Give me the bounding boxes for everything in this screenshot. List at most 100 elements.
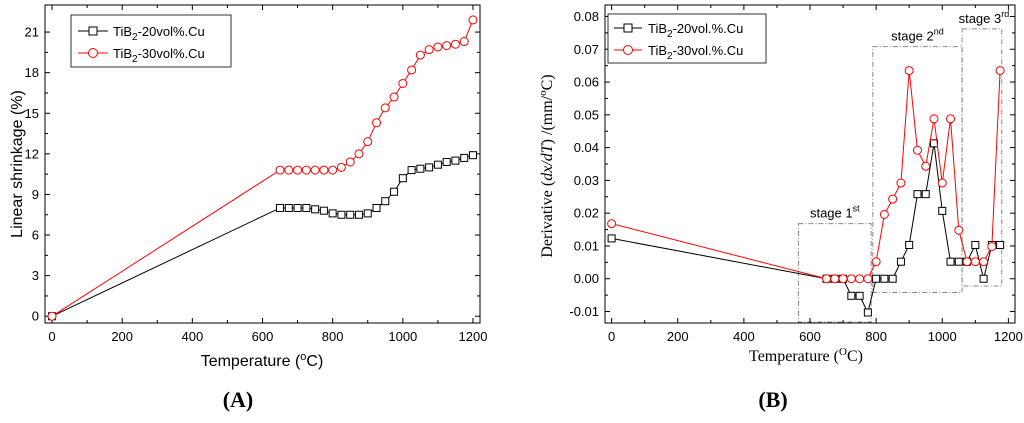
legend-a-label-20: TiB2-20vol%.Cu [113,24,205,43]
data-point-circle [863,274,873,284]
stage-box-3 [961,28,1003,287]
x-tick-label: 600 [252,329,274,344]
data-point-square [872,274,881,283]
x-tick-label: 400 [733,329,755,344]
data-point-circle [846,274,856,284]
data-point-square [880,274,889,283]
data-point-circle [912,145,922,155]
data-point-circle [407,65,417,75]
data-point-circle [995,66,1005,76]
data-point-square [905,240,914,249]
data-point-circle [459,37,469,47]
data-point-circle [468,15,478,25]
data-point-circle [904,66,914,76]
data-point-circle [970,257,980,267]
stage-box-1 [797,223,872,323]
data-point-square [337,210,346,219]
x-tick-label: 0 [48,329,55,344]
data-point-square [381,197,390,206]
data-point-circle [433,42,443,52]
data-point-square [855,291,864,300]
data-point-circle [896,178,906,188]
legend-a-marker-20 [88,26,98,36]
y-tick-label: 0.08 [574,9,599,24]
data-point-circle [607,219,617,229]
x-tick-label: 1200 [994,329,1023,344]
y-tick-label: 0.04 [574,140,599,155]
x-tick-label: 1200 [459,329,488,344]
data-point-square [921,190,930,199]
data-point-square [946,257,955,266]
y-tick-label: 0.03 [574,173,599,188]
y-tick-label: 18 [25,65,39,80]
x-tick-label: 800 [322,329,344,344]
chart-a-x-ticks: 0 200 400 600 800 1000 1200 [48,5,487,344]
data-point-square [354,210,363,219]
legend-a-marker-30 [88,48,98,58]
chart-a: 0 3 6 9 12 15 18 21 0 200 400 600 800 1000 1200 Linea… [9,4,487,412]
data-point-square [913,190,922,199]
x-tick-label: 0 [608,329,615,344]
y-tick-label: 6 [32,228,39,243]
data-point-circle [293,165,303,175]
chart-a-series [47,15,478,321]
chart-a-y-axis-label: Linear shrinkage (%) [9,90,26,238]
x-tick-label: 800 [865,329,887,344]
panel-label-b: (B) [758,387,787,412]
data-point-circle [301,165,311,175]
data-point-square [276,203,285,212]
y-tick-label: 0.02 [574,206,599,221]
stage-box-2 [872,46,963,294]
legend-b-marker-30 [623,45,633,55]
data-point-square [442,157,451,166]
data-point-circle [871,257,881,267]
y-tick-label: 0.00 [574,271,599,286]
chart-a-x-axis-label: Temperature (oC) [201,351,324,370]
data-point-circle [363,137,373,147]
series-line-a-0 [51,154,474,317]
chart-b: stage 1st stage 2nd stage 3rd -0.01 0.00 0.0… [537,4,1023,412]
data-point-circle [888,194,898,204]
chart-b-x-ticks: 0 200 400 600 800 1000 1200 [608,5,1023,344]
chart-a-y-ticks: 0 3 6 9 12 15 18 21 [25,25,480,324]
y-tick-label: 0.05 [574,107,599,122]
data-point-circle [328,165,338,175]
data-point-circle [380,103,390,113]
data-point-square [847,291,856,300]
x-tick-label: 1000 [928,329,957,344]
data-point-circle [962,257,972,267]
data-point-square [888,274,897,283]
data-point-square [954,257,963,266]
data-point-circle [830,274,840,284]
data-point-square [979,274,988,283]
data-point-circle [424,45,434,55]
data-point-square [460,153,469,162]
data-point-circle [937,178,947,188]
y-tick-label: 0.06 [574,75,599,90]
data-point-circle [345,157,355,167]
data-point-square [407,166,416,175]
data-point-square [372,203,381,212]
data-point-square [996,240,1005,249]
data-point-square [416,164,425,173]
chart-b-legend: TiB2-20vol.%.Cu TiB2-30vol.%.Cu [607,13,767,64]
data-point-square [863,308,872,317]
y-tick-label: 0 [32,309,39,324]
data-point-circle [450,39,460,49]
data-point-square [896,257,905,266]
legend-b-label-20: TiB2-20vol.%.Cu [648,21,743,40]
data-point-circle [284,165,294,175]
data-point-square [284,203,293,212]
y-tick-label: -0.01 [569,304,599,319]
data-point-circle [389,92,399,102]
x-tick-label: 400 [181,329,203,344]
data-point-circle [879,209,889,219]
data-point-square [363,209,372,218]
data-point-circle [336,162,346,172]
legend-b-marker-20 [623,23,633,33]
data-point-circle [929,114,939,124]
data-point-circle [979,257,989,267]
data-point-circle [987,242,997,252]
data-point-circle [921,161,931,171]
data-point-square [346,210,355,219]
